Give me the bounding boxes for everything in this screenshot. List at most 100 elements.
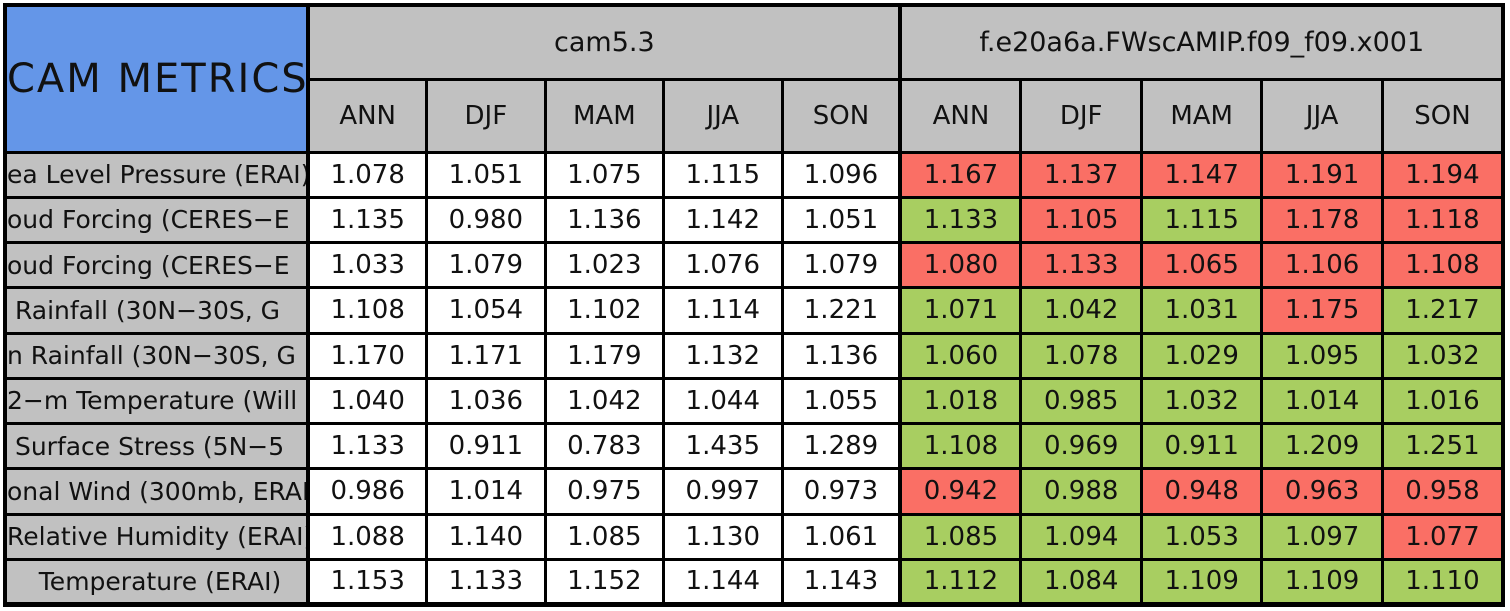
- value-cell: 1.055: [780, 376, 902, 426]
- value-cell: 1.109: [1139, 557, 1264, 607]
- value-cell: 1.079: [780, 240, 902, 290]
- table-row: Surface Stress (5N−5 1.133 0.911 0.783 1…: [3, 421, 1505, 471]
- cam-metrics-table: CAM METRICS cam5.3 f.e20a6a.FWscAMIP.f09…: [3, 3, 1505, 607]
- value-cell: 0.948: [1139, 467, 1264, 516]
- season-header-son-experiment: SON: [1380, 77, 1505, 154]
- value-cell: 0.997: [662, 467, 784, 516]
- value-cell: 0.969: [1019, 421, 1143, 471]
- season-header-jja-experiment: JJA: [1260, 77, 1384, 154]
- table-row: 2−m Temperature (Will 1.040 1.036 1.042 …: [3, 376, 1505, 426]
- value-cell: 1.140: [425, 512, 547, 561]
- row-label: Rainfall (30N−30S, G: [3, 286, 311, 335]
- value-cell: 0.980: [425, 195, 547, 245]
- value-cell: 1.175: [1260, 286, 1384, 335]
- value-cell: 1.118: [1380, 195, 1505, 245]
- season-header-ann-cam53: ANN: [306, 77, 429, 154]
- value-cell: 1.023: [543, 240, 666, 290]
- table-row: ea Level Pressure (ERAI) 1.078 1.051 1.0…: [3, 150, 1505, 199]
- row-label: oud Forcing (CERES−E: [3, 240, 311, 290]
- value-cell: 1.209: [1260, 421, 1384, 471]
- value-cell: 1.191: [1260, 150, 1384, 199]
- table-body: ea Level Pressure (ERAI) 1.078 1.051 1.0…: [3, 150, 1505, 607]
- value-cell: 1.133: [425, 557, 547, 607]
- value-cell: 1.097: [1260, 512, 1384, 561]
- value-cell: 1.108: [898, 421, 1023, 471]
- value-cell: 1.042: [543, 376, 666, 426]
- value-cell: 1.079: [425, 240, 547, 290]
- season-header-jja-cam53: JJA: [662, 77, 784, 154]
- value-cell: 1.031: [1139, 286, 1264, 335]
- value-cell: 0.911: [1139, 421, 1264, 471]
- value-cell: 1.108: [306, 286, 429, 335]
- value-cell: 1.132: [662, 331, 784, 380]
- value-cell: 1.179: [543, 331, 666, 380]
- value-cell: 1.032: [1139, 376, 1264, 426]
- table-row: oud Forcing (CERES−E 1.135 0.980 1.136 1…: [3, 195, 1505, 245]
- value-cell: 1.147: [1139, 150, 1264, 199]
- value-cell: 1.032: [1380, 331, 1505, 380]
- value-cell: 1.136: [543, 195, 666, 245]
- value-cell: 1.133: [306, 421, 429, 471]
- value-cell: 0.963: [1260, 467, 1384, 516]
- value-cell: 1.075: [543, 150, 666, 199]
- value-cell: 1.135: [306, 195, 429, 245]
- value-cell: 1.143: [780, 557, 902, 607]
- value-cell: 1.051: [425, 150, 547, 199]
- row-label: n Rainfall (30N−30S, G: [3, 331, 311, 380]
- value-cell: 1.137: [1019, 150, 1143, 199]
- value-cell: 1.251: [1380, 421, 1505, 471]
- value-cell: 0.985: [1019, 376, 1143, 426]
- row-label: ea Level Pressure (ERAI): [3, 150, 311, 199]
- value-cell: 0.973: [780, 467, 902, 516]
- season-header-son-cam53: SON: [780, 77, 902, 154]
- value-cell: 1.167: [898, 150, 1023, 199]
- row-label: oud Forcing (CERES−E: [3, 195, 311, 245]
- value-cell: 1.033: [306, 240, 429, 290]
- value-cell: 0.911: [425, 421, 547, 471]
- value-cell: 1.014: [425, 467, 547, 516]
- season-header-djf-experiment: DJF: [1019, 77, 1143, 154]
- value-cell: 1.152: [543, 557, 666, 607]
- row-label: Relative Humidity (ERAI): [3, 512, 311, 561]
- row-label: Surface Stress (5N−5: [3, 421, 311, 471]
- value-cell: 1.096: [780, 150, 902, 199]
- value-cell: 1.076: [662, 240, 784, 290]
- table-row: oud Forcing (CERES−E 1.033 1.079 1.023 1…: [3, 240, 1505, 290]
- value-cell: 1.112: [898, 557, 1023, 607]
- table-row: Temperature (ERAI) 1.153 1.133 1.152 1.1…: [3, 557, 1505, 607]
- group-header-row: CAM METRICS cam5.3 f.e20a6a.FWscAMIP.f09…: [3, 3, 1505, 154]
- column-group-experiment: f.e20a6a.FWscAMIP.f09_f09.x001: [898, 3, 1505, 81]
- value-cell: 1.054: [425, 286, 547, 335]
- value-cell: 0.986: [306, 467, 429, 516]
- season-header-mam-experiment: MAM: [1139, 77, 1264, 154]
- value-cell: 1.094: [1019, 512, 1143, 561]
- value-cell: 1.435: [662, 421, 784, 471]
- value-cell: 1.085: [898, 512, 1023, 561]
- value-cell: 1.106: [1260, 240, 1384, 290]
- value-cell: 1.144: [662, 557, 784, 607]
- value-cell: 1.071: [898, 286, 1023, 335]
- value-cell: 1.044: [662, 376, 784, 426]
- column-group-cam53: cam5.3: [306, 3, 902, 81]
- row-label: onal Wind (300mb, ERAI: [3, 467, 311, 516]
- value-cell: 1.036: [425, 376, 547, 426]
- value-cell: 1.102: [543, 286, 666, 335]
- value-cell: 1.289: [780, 421, 902, 471]
- value-cell: 1.018: [898, 376, 1023, 426]
- value-cell: 1.105: [1019, 195, 1143, 245]
- row-label: Temperature (ERAI): [3, 557, 311, 607]
- value-cell: 1.040: [306, 376, 429, 426]
- value-cell: 1.221: [780, 286, 902, 335]
- value-cell: 1.133: [898, 195, 1023, 245]
- value-cell: 1.110: [1380, 557, 1505, 607]
- value-cell: 1.130: [662, 512, 784, 561]
- value-cell: 1.170: [306, 331, 429, 380]
- value-cell: 1.078: [306, 150, 429, 199]
- table-title: CAM METRICS: [3, 3, 311, 154]
- season-header-row: ANN DJF MAM JJA SON ANN DJF MAM JJA SON: [5, 77, 1505, 154]
- season-header-djf-cam53: DJF: [425, 77, 547, 154]
- value-cell: 1.080: [898, 240, 1023, 290]
- value-cell: 1.217: [1380, 286, 1505, 335]
- table-row: n Rainfall (30N−30S, G 1.170 1.171 1.179…: [3, 331, 1505, 380]
- value-cell: 1.153: [306, 557, 429, 607]
